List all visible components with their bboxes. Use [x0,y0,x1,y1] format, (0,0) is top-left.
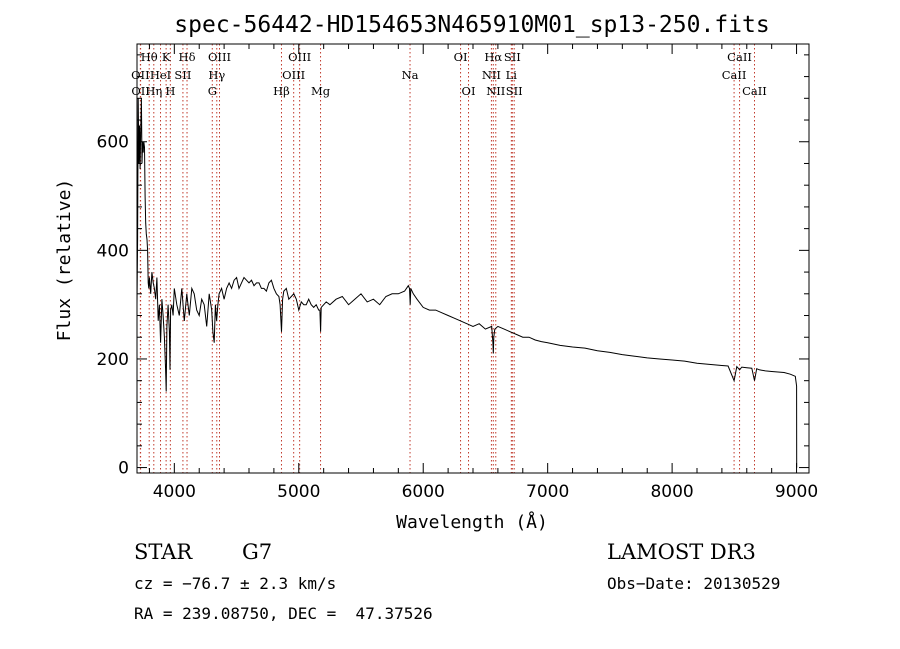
spectral-line-label: OII [131,84,150,98]
spectral-line-label: OIII [288,50,311,64]
obs-date: Obs−Date: 20130529 [607,574,781,593]
x-tick-label: 5000 [277,482,320,502]
y-tick-label: 600 [97,133,129,153]
spectral-line-label: Hδ [179,50,196,64]
x-tick-label: 4000 [153,482,196,502]
x-tick-label: 6000 [402,482,445,502]
spectrum-chart: spec-56442-HD154653N465910M01_sp13-250.f… [54,12,819,533]
coordinates: RA = 239.08750, DEC = 47.37526 [134,604,433,623]
spectral-line-label: CaII [727,50,752,64]
spectral-line-label: OIII [208,50,231,64]
axis-ticks [137,44,809,473]
spectral-line-label: OIII [282,68,305,82]
axis-tick-labels: 4000 5000 6000 7000 8000 9000 0 200 400 600 [97,133,819,502]
spectral-line-label: Hη [145,84,162,98]
spectral-line-markers [139,44,755,473]
spectral-line-label: OI [454,50,468,64]
spectrum-line [136,98,798,468]
y-tick-label: 400 [97,241,129,261]
chart-title: spec-56442-HD154653N465910M01_sp13-250.f… [174,12,769,38]
x-tick-label: 9000 [775,482,818,502]
survey-name: LAMOST DR3 [607,540,756,564]
object-class: STAR [134,540,193,564]
x-tick-label: 7000 [526,482,569,502]
spectral-line-label: K [162,50,171,64]
spectral-line-label: NII [482,68,501,82]
spectral-line-label: Li [506,68,518,82]
y-tick-label: 0 [118,459,129,479]
spectral-line-label: SII [174,68,191,82]
spectral-line-label: Mg [311,84,331,98]
spectral-line-label: OI [462,84,476,98]
spectral-line-label: SII [506,84,523,98]
spectral-line-label: SII [504,50,521,64]
spectral-line-label: CaII [742,84,767,98]
spectral-line-label: OII [131,68,150,82]
spectral-line-label: G [208,84,217,98]
spectral-line-label: Hθ [141,50,158,64]
spectral-line-label: Hα [484,50,502,64]
spectral-line-labels: OII OII Hθ Hη HeI K H SII Hδ G Hγ OIII Hβ OIII OIII Mg N… [131,50,767,98]
redshift-text: cz = −76.7 ± 2.3 km/s [134,574,337,593]
x-tick-label: 8000 [650,482,693,502]
y-tick-label: 200 [97,350,129,370]
spectral-line-label: CaII [722,68,747,82]
plot-frame [136,43,810,474]
spectral-line-label: HeI [150,68,171,82]
y-axis-title: Flux (relative) [54,179,75,342]
spectral-line-label: Hβ [273,84,290,98]
spectral-line-label: Na [402,68,419,82]
spectral-line-label: NII [486,84,505,98]
spectral-line-label: Hγ [208,68,225,82]
x-axis-title: Wavelength (Å) [396,511,548,533]
spectral-line-label: H [165,84,175,98]
object-subclass: G7 [242,540,273,564]
